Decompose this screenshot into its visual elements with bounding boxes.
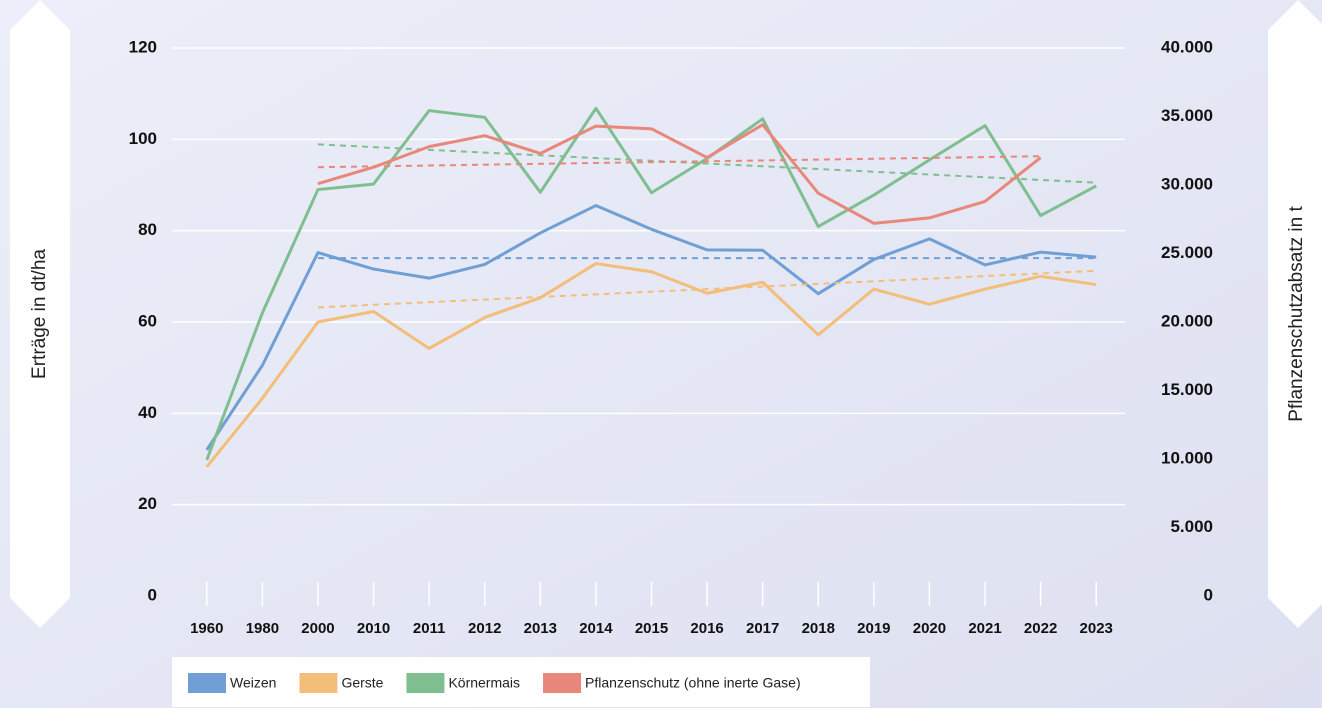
legend-label: Gerste xyxy=(341,675,383,691)
series-line xyxy=(205,204,1097,451)
x-tick-label: 2000 xyxy=(301,620,334,637)
x-tick-label: 2022 xyxy=(1024,620,1057,637)
y-tick-label: 120 xyxy=(129,37,157,56)
y2-tick-label: 5.000 xyxy=(1170,517,1213,536)
legend-swatch xyxy=(543,673,582,693)
x-tick-label: 1980 xyxy=(246,620,279,637)
x-tick-label: 2012 xyxy=(468,620,501,637)
y-axis-title: Erträge in dt/ha xyxy=(29,249,50,379)
y2-tick-label: 10.000 xyxy=(1161,448,1213,467)
legend xyxy=(172,657,870,707)
legend-label: Körnermais xyxy=(448,675,520,691)
y-tick-label: 80 xyxy=(138,220,157,239)
y-tick-label: 20 xyxy=(138,494,157,513)
side-panel xyxy=(1268,0,1322,628)
y2-tick-label: 25.000 xyxy=(1161,243,1213,262)
y2-axis-title: Pflanzenschutzabsatz in t xyxy=(1286,206,1307,422)
legend-swatch xyxy=(188,673,226,693)
x-tick-label: 2013 xyxy=(524,620,557,637)
x-tick-label: 2010 xyxy=(357,620,390,637)
y-tick-label: 0 xyxy=(148,585,157,604)
x-tick-label: 2018 xyxy=(802,620,835,637)
y2-tick-label: 0 xyxy=(1204,585,1213,604)
y-tick-label: 100 xyxy=(129,129,157,148)
side-panel xyxy=(10,0,70,628)
x-tick-label: 2017 xyxy=(746,620,779,637)
y2-tick-label: 35.000 xyxy=(1161,106,1213,125)
series-line xyxy=(205,106,1097,461)
x-tick-label: 2014 xyxy=(579,620,613,637)
y2-tick-label: 40.000 xyxy=(1161,37,1213,56)
x-tick-label: 2015 xyxy=(635,620,668,637)
x-tick-label: 2023 xyxy=(1080,620,1113,637)
trend-line xyxy=(317,269,1097,309)
y2-tick-label: 20.000 xyxy=(1161,311,1213,330)
y2-tick-label: 30.000 xyxy=(1161,174,1213,193)
x-tick-label: 2011 xyxy=(413,620,446,637)
legend-swatch xyxy=(406,673,445,693)
y-tick-label: 60 xyxy=(138,311,157,330)
y-tick-label: 40 xyxy=(138,403,157,422)
series-line xyxy=(205,262,1097,468)
x-tick-label: 1960 xyxy=(190,620,223,637)
x-tick-label: 2016 xyxy=(690,620,723,637)
y2-tick-label: 15.000 xyxy=(1161,380,1213,399)
x-tick-label: 2019 xyxy=(857,620,890,637)
legend-label: Pflanzenschutz (ohne inerte Gase) xyxy=(585,675,801,691)
x-tick-label: 2021 xyxy=(968,620,1001,637)
x-tick-label: 2020 xyxy=(913,620,946,637)
series-line xyxy=(317,123,1042,225)
trend-line xyxy=(317,143,1097,184)
legend-swatch xyxy=(299,673,338,693)
legend-label: Weizen xyxy=(230,675,276,691)
